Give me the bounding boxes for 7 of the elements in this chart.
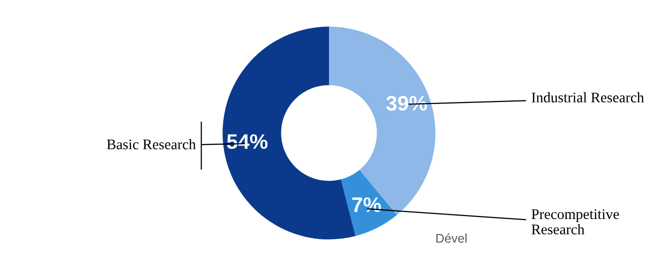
data-label: 7% <box>352 197 381 212</box>
slice-label: Basic Research <box>106 139 196 150</box>
data-label: 54% <box>226 134 268 149</box>
slice-label: Precompetitive Research <box>532 209 619 234</box>
text: Dével <box>436 233 467 243</box>
slice-label: Industrial Research <box>532 92 644 102</box>
data-label: 39% <box>386 96 427 111</box>
